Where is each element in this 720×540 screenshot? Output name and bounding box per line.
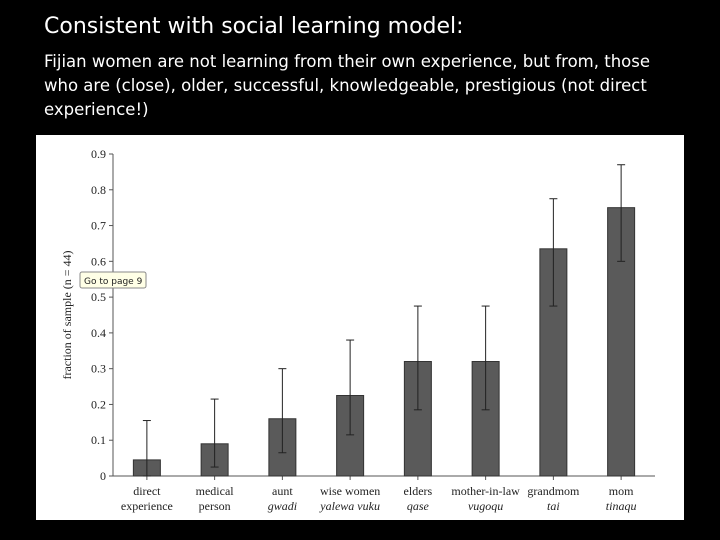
x-tick-label: direct experience <box>121 484 173 513</box>
x-tick-label: wise women <box>320 484 380 498</box>
x-tick-label-line: person <box>199 499 231 513</box>
x-tick-label-line: medical <box>196 484 235 498</box>
y-axis-label: fraction of sample (n = 44) <box>60 250 74 379</box>
y-tick-label: 0.1 <box>91 433 106 447</box>
x-tick-label-line: experience <box>121 499 173 513</box>
x-tick-label: aunt <box>272 484 293 498</box>
slide-title: Consistent with social learning model: <box>44 14 464 39</box>
x-tick-label-line: direct <box>133 484 161 498</box>
y-tick-label: 0.9 <box>91 147 106 161</box>
x-tick-sublabel: qase <box>407 499 430 513</box>
x-tick-sublabel: gwadi <box>268 499 297 513</box>
y-tick-label: 0.6 <box>91 254 106 268</box>
y-tick-label: 0.4 <box>91 326 106 340</box>
x-tick-label: mom <box>609 484 634 498</box>
x-tick-label: medical person <box>196 484 235 513</box>
y-tick-label: 0.8 <box>91 183 106 197</box>
x-tick-sublabel: tai <box>547 499 560 513</box>
tooltip-box <box>79 271 147 289</box>
x-tick-label: grandmom <box>527 484 580 498</box>
x-tick-sublabel: yalewa vuku <box>319 499 380 513</box>
x-tick-label: elders <box>404 484 433 498</box>
x-tick-label: mother-in-law <box>451 484 520 498</box>
y-tick-label: 0.7 <box>91 219 106 233</box>
slide-subtitle: Fijian women are not learning from their… <box>44 52 650 119</box>
y-tick-label: 0 <box>100 469 106 483</box>
y-tick-label: 0.5 <box>91 290 106 304</box>
x-tick-sublabel: tinaqu <box>606 499 637 513</box>
tooltip-text: Go to page 9 <box>84 277 143 287</box>
x-tick-sublabel: vugoqu <box>468 499 503 513</box>
y-tick-label: 0.2 <box>91 397 106 411</box>
tooltip: Go to page 9 <box>79 271 147 289</box>
chart: 0 0.1 0.2 0.3 0.4 0.5 0.6 0.7 0.8 0.9 fraction of … <box>36 135 684 520</box>
y-tick-label: 0.3 <box>91 362 106 376</box>
